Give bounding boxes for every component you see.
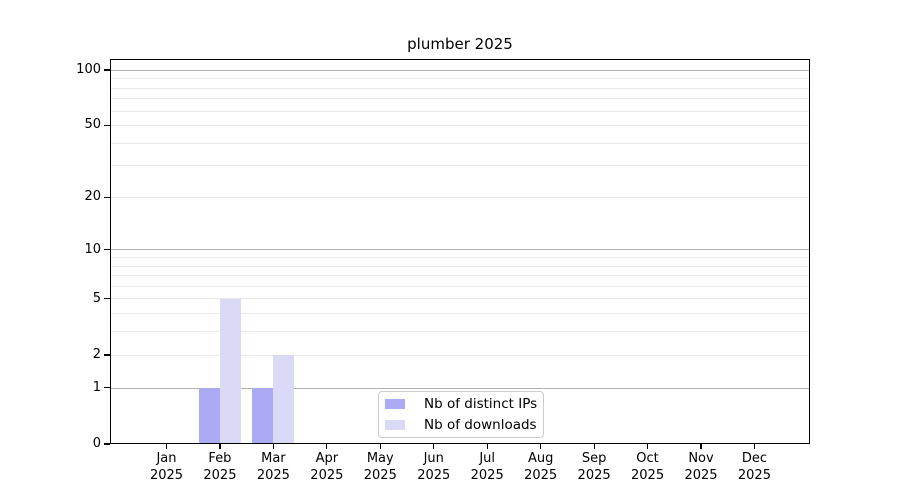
x-tick-label: May 2025 (363, 451, 397, 483)
bar-mar-nb-of-distinct-ips (252, 388, 274, 443)
y-tick-label: 1 (92, 379, 101, 395)
x-tick (433, 444, 435, 449)
bar-feb-nb-of-distinct-ips (198, 388, 220, 443)
y-tick (104, 196, 110, 198)
y-tick (104, 387, 110, 389)
legend-item-distinct-ips: Nb of distinct IPs (385, 396, 543, 412)
x-tick-label: Jan 2025 (149, 451, 184, 483)
major-gridline (111, 387, 809, 389)
minor-gridline (111, 313, 809, 315)
y-tick-label: 2 (92, 346, 101, 362)
bar-mar-nb-of-downloads (273, 355, 295, 443)
minor-gridline (111, 110, 809, 112)
chart-title: plumber 2025 (407, 35, 513, 53)
minor-gridline (111, 125, 809, 127)
y-tick (104, 443, 110, 445)
minor-gridline (111, 196, 809, 198)
legend-swatch-downloads (385, 419, 405, 430)
y-tick-label: 20 (84, 189, 101, 205)
x-tick (646, 444, 649, 449)
y-tick (104, 354, 110, 356)
x-tick-label: Aug 2025 (524, 451, 558, 483)
legend-label-distinct-ips: Nb of distinct IPs (424, 396, 538, 413)
x-tick (326, 444, 328, 449)
minor-gridline (111, 331, 809, 333)
y-tick-label: 10 (84, 241, 101, 257)
y-tick-label: 5 (92, 290, 101, 306)
minor-gridline (111, 265, 809, 267)
x-tick-label: Mar 2025 (256, 451, 290, 483)
bar-feb-nb-of-downloads (219, 299, 241, 443)
minor-gridline (111, 87, 809, 89)
legend-item-downloads: Nb of downloads (385, 417, 543, 433)
x-tick-label: Dec 2025 (737, 451, 771, 483)
x-tick (753, 444, 756, 449)
y-tick (104, 124, 110, 126)
y-tick-label: 100 (76, 61, 101, 77)
minor-gridline (111, 165, 809, 167)
major-gridline (111, 249, 809, 251)
y-tick (104, 249, 110, 251)
minor-gridline (111, 354, 809, 356)
y-tick (104, 298, 110, 300)
x-tick-label: Apr 2025 (310, 451, 344, 483)
minor-gridline (111, 286, 809, 287)
minor-gridline (111, 142, 809, 144)
y-tick (104, 69, 110, 71)
legend-label-downloads: Nb of downloads (424, 416, 537, 433)
minor-gridline (111, 78, 809, 80)
y-tick-label: 50 (84, 117, 101, 133)
x-tick-label: Oct 2025 (631, 451, 665, 483)
x-tick-label: Jun 2025 (417, 451, 451, 483)
x-tick (700, 444, 702, 449)
x-tick (219, 444, 221, 449)
x-tick (540, 444, 542, 449)
legend: Nb of distinct IPs Nb of downloads (378, 391, 544, 438)
minor-gridline (111, 298, 809, 300)
x-tick (379, 444, 381, 449)
x-tick-label: Jul 2025 (470, 451, 504, 483)
x-tick-label: Sep 2025 (577, 451, 611, 483)
major-gridline (111, 69, 809, 71)
minor-gridline (111, 257, 809, 259)
y-tick-label: 0 (92, 436, 101, 451)
x-tick-label: Feb 2025 (203, 451, 237, 483)
plot-area (110, 59, 810, 444)
minor-gridline (111, 98, 809, 100)
x-tick (593, 444, 595, 449)
x-tick (486, 444, 488, 449)
x-tick (272, 444, 274, 449)
x-tick (165, 444, 168, 449)
minor-gridline (111, 275, 809, 277)
legend-swatch-distinct-ips (385, 399, 405, 410)
x-tick-label: Nov 2025 (684, 451, 718, 483)
